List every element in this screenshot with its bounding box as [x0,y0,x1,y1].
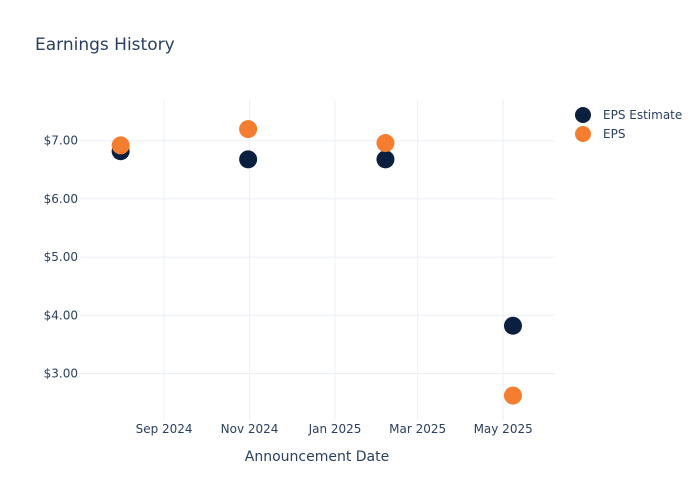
x-tick-label: Jan 2025 [308,422,362,436]
x-tick-label: Nov 2024 [221,422,279,436]
grid-layer [80,100,555,420]
x-axis-ticks: Sep 2024 Nov 2024 Jan 2025 Mar 2025 May 2025 [136,422,533,436]
legend[interactable]: EPS Estimate EPS [575,107,682,142]
y-tick-label: $4.00 [44,308,78,322]
y-axis-ticks: $3.00 $4.00 $5.00 $6.00 $7.00 [44,134,78,381]
legend-marker-eps-estimate[interactable] [575,107,591,123]
y-tick-label: $7.00 [44,134,78,148]
x-tick-label: Mar 2025 [389,422,446,436]
legend-label-eps[interactable]: EPS [603,127,625,141]
eps-estimate-point[interactable] [376,150,395,169]
x-tick-label: Sep 2024 [136,422,193,436]
chart-title: Earnings History [35,35,175,55]
legend-marker-eps[interactable] [575,126,591,142]
x-axis-title: Announcement Date [245,449,389,465]
eps-point[interactable] [376,134,395,153]
eps-point[interactable] [239,120,258,139]
eps-point[interactable] [111,136,130,155]
legend-label-eps-estimate[interactable]: EPS Estimate [603,108,682,122]
y-tick-label: $5.00 [44,250,78,264]
y-tick-label: $3.00 [44,366,78,380]
eps-estimate-point[interactable] [503,316,522,335]
y-tick-label: $6.00 [44,192,78,206]
eps-estimate-point[interactable] [239,150,258,169]
data-points [111,120,522,405]
x-tick-label: May 2025 [474,422,533,436]
eps-point[interactable] [503,386,522,405]
